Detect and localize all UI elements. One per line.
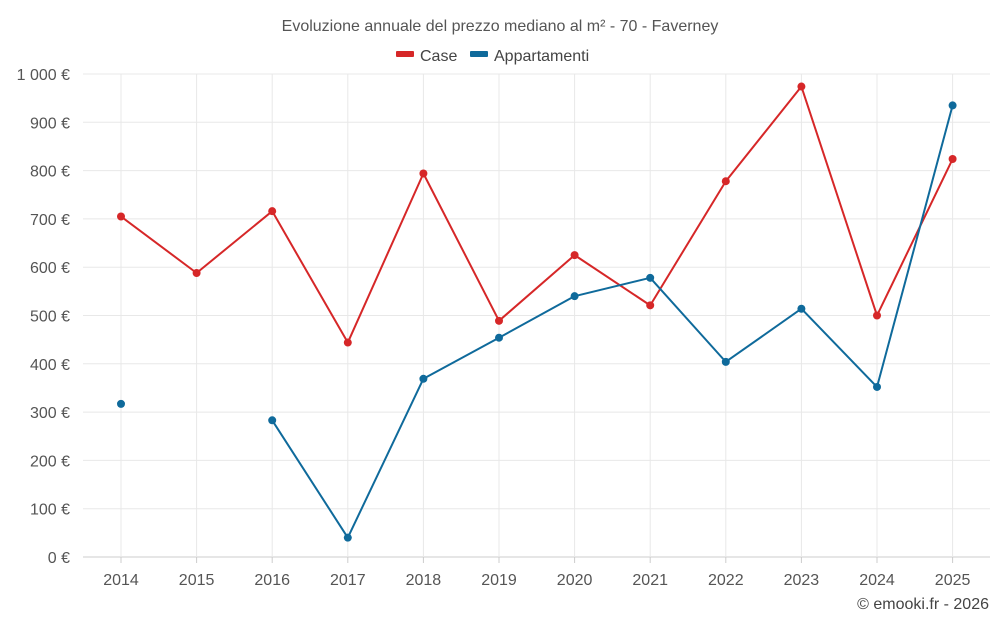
data-point-case[interactable] [797, 82, 806, 91]
data-point-case[interactable] [873, 311, 881, 320]
grid [83, 73, 990, 563]
legend[interactable]: Case Appartamenti [396, 48, 589, 65]
legend-swatch-case [396, 51, 414, 57]
data-point-case[interactable] [343, 338, 352, 347]
data-point-case[interactable] [948, 155, 957, 164]
legend-label-case[interactable]: Case [420, 48, 457, 65]
data-point-appartamenti[interactable] [268, 416, 277, 425]
data-point-appartamenti[interactable] [797, 304, 806, 313]
data-point-case[interactable] [495, 316, 503, 325]
y-tick-label: 0 € [48, 550, 70, 567]
x-tick-label: 2019 [481, 572, 517, 589]
data-point-case[interactable] [192, 268, 201, 277]
y-axis-ticks: 0 € 100 € 200 € 300 € 400 € 500 € 600 € 700 € 80… [17, 67, 70, 567]
data-point-case[interactable] [721, 177, 730, 186]
x-tick-label: 2018 [406, 572, 442, 589]
data-point-case[interactable] [646, 301, 655, 310]
data-point-case[interactable] [268, 207, 277, 216]
series-line-case [120, 85, 954, 344]
series-appartamenti [117, 101, 957, 542]
y-tick-label: 300 € [30, 405, 70, 422]
y-tick-label: 700 € [30, 212, 70, 229]
y-tick-label: 900 € [30, 115, 70, 132]
x-axis-ticks: 2014 2015 2016 2017 2018 2019 2020 2021 2022 2023… [103, 572, 970, 589]
series [117, 82, 957, 542]
y-tick-label: 500 € [30, 309, 70, 326]
series-case [117, 82, 957, 347]
y-tick-label: 800 € [30, 164, 70, 181]
data-point-appartamenti[interactable] [419, 374, 428, 383]
data-point-appartamenti[interactable] [495, 333, 503, 342]
data-point-case[interactable] [419, 169, 428, 178]
data-point-case[interactable] [570, 251, 579, 260]
y-tick-label: 100 € [30, 502, 70, 519]
x-tick-label: 2021 [632, 572, 668, 589]
x-tick-label: 2020 [557, 572, 593, 589]
data-point-case[interactable] [117, 212, 125, 221]
x-tick-label: 2025 [935, 572, 971, 589]
data-point-appartamenti[interactable] [721, 357, 730, 366]
x-tick-label: 2023 [784, 572, 820, 589]
x-tick-label: 2024 [859, 572, 895, 589]
data-point-appartamenti[interactable] [873, 382, 881, 391]
x-tick-label: 2022 [708, 572, 744, 589]
data-point-appartamenti[interactable] [117, 399, 125, 408]
legend-swatch-appartamenti [470, 51, 488, 57]
x-tick-label: 2016 [254, 572, 290, 589]
y-tick-label: 600 € [30, 260, 70, 277]
credit-text: © emooki.fr - 2026 [857, 596, 989, 613]
chart-title: Evoluzione annuale del prezzo mediano al… [282, 18, 719, 35]
series-line-appartamenti [271, 105, 954, 539]
data-point-appartamenti[interactable] [646, 273, 655, 282]
y-tick-label: 200 € [30, 453, 70, 470]
x-tick-label: 2017 [330, 572, 366, 589]
y-tick-label: 400 € [30, 357, 70, 374]
x-tick-label: 2015 [179, 572, 215, 589]
data-point-appartamenti[interactable] [570, 292, 579, 301]
data-point-appartamenti[interactable] [343, 533, 352, 542]
y-tick-label: 1 000 € [17, 67, 70, 84]
data-point-appartamenti[interactable] [948, 101, 957, 110]
x-tick-label: 2014 [103, 572, 139, 589]
legend-label-appartamenti[interactable]: Appartamenti [494, 48, 589, 65]
